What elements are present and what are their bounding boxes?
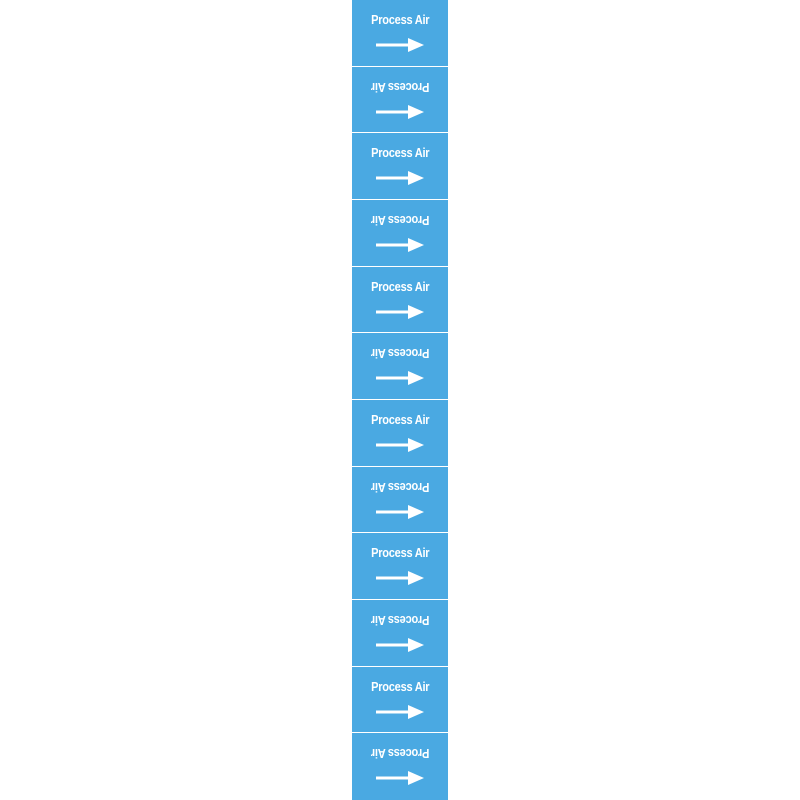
pipe-marker-label: Process Air <box>352 399 448 467</box>
pipe-marker-text: Process Air <box>370 145 430 161</box>
pipe-marker-text: Process Air <box>370 678 430 694</box>
pipe-marker-text: Process Air <box>370 612 430 628</box>
arrow-right-icon <box>376 304 424 319</box>
arrow-right-icon <box>376 437 424 452</box>
pipe-marker-text: Process Air <box>370 746 430 762</box>
arrow-right-icon <box>376 704 424 719</box>
arrow-right-icon <box>376 171 424 186</box>
pipe-marker-label: Process Air <box>352 266 448 334</box>
pipe-marker-text: Process Air <box>370 545 430 561</box>
pipe-marker-strip: Process Air Process Air Process Air Process… <box>352 0 448 800</box>
pipe-marker-text: Process Air <box>370 278 430 294</box>
pipe-marker-label: Process Air <box>352 199 448 267</box>
arrow-right-icon <box>376 38 424 52</box>
arrow-right-icon <box>376 637 424 652</box>
pipe-marker-text: Process Air <box>370 212 430 228</box>
pipe-marker-label: Process Air <box>352 533 448 600</box>
arrow-right-icon <box>376 771 424 786</box>
pipe-marker-label: Process Air <box>352 66 448 134</box>
pipe-marker-label: Process Air <box>352 599 448 667</box>
arrow-right-icon <box>376 237 424 252</box>
pipe-marker-label: Process Air <box>352 333 448 400</box>
pipe-marker-label: Process Air <box>352 466 448 534</box>
pipe-marker-text: Process Air <box>370 346 430 362</box>
pipe-marker-text: Process Air <box>370 12 430 27</box>
pipe-marker-label: Process Air <box>352 133 448 200</box>
pipe-marker-label: Process Air <box>352 733 448 800</box>
arrow-right-icon <box>376 104 424 119</box>
pipe-marker-text: Process Air <box>370 79 430 95</box>
pipe-marker-label: Process Air <box>352 666 448 734</box>
pipe-marker-text: Process Air <box>370 479 430 495</box>
arrow-right-icon <box>376 571 424 586</box>
pipe-marker-text: Process Air <box>370 411 430 427</box>
arrow-right-icon <box>376 371 424 386</box>
pipe-marker-label: Process Air <box>352 0 448 67</box>
arrow-right-icon <box>376 504 424 519</box>
